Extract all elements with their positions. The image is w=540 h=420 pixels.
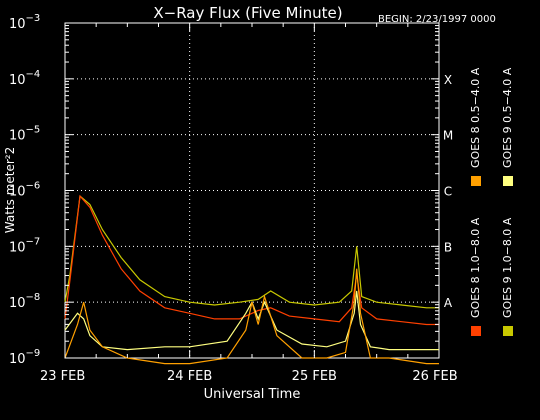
- legend-label-0: GOES 8 1.0−8.0 A: [469, 217, 482, 318]
- legend-label-2: GOES 9 1.0−8.0 A: [501, 217, 514, 318]
- y-axis-ticks: 10−910−810−710−610−510−410−3: [9, 13, 439, 367]
- x-tick-label-0: 23 FEB: [40, 369, 85, 384]
- legend-swatch-3: [503, 176, 513, 186]
- y-tick-label-4: 10−5: [9, 125, 40, 144]
- y-tick-label-0: 10−9: [9, 348, 40, 367]
- legend-label-1: GOES 8 0.5−4.0 A: [469, 67, 482, 168]
- y-tick-label-2: 10−7: [9, 236, 40, 255]
- flare-class-labels: A B C M X: [443, 73, 453, 310]
- series-line-0: [64, 194, 439, 326]
- series-line-1: [64, 268, 439, 365]
- flare-class-A: A: [444, 296, 453, 310]
- flare-class-B: B: [444, 240, 452, 254]
- y-axis-label: Watts meter²2: [3, 147, 17, 233]
- legend-swatch-2: [503, 326, 513, 336]
- series-group: [64, 194, 439, 365]
- x-tick-label-1: 24 FEB: [167, 369, 212, 384]
- series-line-2: [64, 194, 439, 309]
- y-tick-label-6: 10−3: [9, 13, 40, 32]
- x-axis-label: Universal Time: [204, 387, 301, 402]
- y-tick-label-1: 10−8: [9, 292, 40, 311]
- x-tick-label-2: 25 FEB: [292, 369, 337, 384]
- legend-swatch-0: [471, 326, 481, 336]
- legend: GOES 8 1.0−8.0 A GOES 8 0.5−4.0 A GOES 9 1…: [469, 67, 514, 336]
- legend-label-3: GOES 9 0.5−4.0 A: [501, 67, 514, 168]
- chart-title: X−Ray Flux (Five Minute): [153, 4, 342, 22]
- begin-date-label: BEGIN: 2/23/1997 0000: [378, 14, 496, 25]
- flare-class-X: X: [444, 73, 452, 87]
- x-axis-ticks: 23 FEB 24 FEB 25 FEB 26 FEB: [40, 23, 458, 384]
- grid-lines: [65, 23, 439, 358]
- y-tick-label-5: 10−4: [9, 69, 40, 88]
- x-tick-label-3: 26 FEB: [412, 369, 457, 384]
- flare-class-M: M: [443, 129, 453, 143]
- legend-swatch-1: [471, 176, 481, 186]
- flare-class-C: C: [444, 185, 452, 199]
